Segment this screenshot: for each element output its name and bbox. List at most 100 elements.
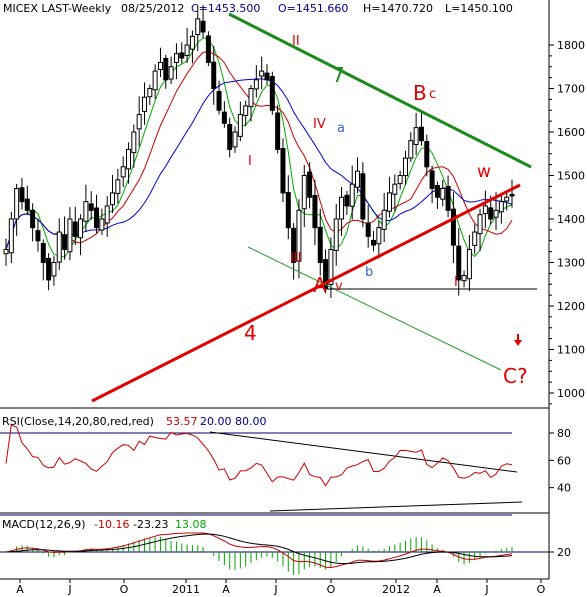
price-bar-body bbox=[104, 205, 110, 224]
price-bar-body bbox=[216, 91, 222, 111]
price-bar-body bbox=[8, 218, 14, 254]
price-bar-body bbox=[296, 209, 302, 262]
price-bar-body bbox=[200, 20, 206, 33]
price-axis-ticks: 1800 1700 1600 1500 1400 1300 1200 1100 1000 bbox=[549, 39, 585, 405]
price-bar-body bbox=[211, 61, 217, 90]
price-bar-body bbox=[136, 114, 142, 130]
price-bar-body bbox=[482, 205, 488, 215]
price-bar-body bbox=[179, 52, 185, 59]
price-bar-body bbox=[205, 35, 211, 63]
rsi-resistance-line bbox=[209, 431, 518, 473]
time-tick-label-J: J bbox=[273, 583, 277, 596]
wave-label-I-2011: I bbox=[248, 154, 252, 169]
price-bar-body bbox=[402, 157, 408, 177]
macd-line bbox=[5, 532, 513, 569]
price-bar-body bbox=[110, 192, 116, 206]
macd-axis-ticks: 20 bbox=[549, 546, 571, 559]
price-bar-body bbox=[392, 183, 398, 195]
price-tick-label-1800: 1800 bbox=[557, 39, 585, 52]
price-bar-body bbox=[83, 201, 89, 222]
price-bar-body bbox=[339, 196, 345, 220]
wave-label-A: A bbox=[313, 273, 327, 297]
price-bar-body bbox=[14, 188, 20, 220]
price-bar-body bbox=[78, 218, 84, 239]
price-bar-body bbox=[269, 75, 275, 111]
price-bar-body bbox=[397, 175, 403, 185]
price-bar-body bbox=[285, 192, 291, 229]
price-bar-body bbox=[440, 188, 446, 200]
time-tick-label-J: J bbox=[484, 583, 488, 596]
price-bar-body bbox=[450, 208, 456, 246]
price-bar-body bbox=[30, 209, 36, 229]
price-header-close: C=1453.500 bbox=[191, 2, 260, 15]
rsi-axis-ticks: 80 60 40 bbox=[549, 427, 571, 495]
price-bar-body bbox=[488, 207, 494, 220]
time-tick-label-2011: 2011 bbox=[172, 583, 200, 596]
price-bar-body bbox=[456, 245, 462, 281]
macd-header-hist: 13.08 bbox=[175, 518, 207, 531]
wave-label-C: C? bbox=[503, 364, 528, 388]
rsi-header-value: 53.57 bbox=[166, 415, 198, 428]
price-bar-body bbox=[46, 257, 52, 281]
rsi-header-label: RSI(Close,14,20,80,red,red) bbox=[2, 415, 154, 428]
price-bar-body bbox=[163, 57, 169, 81]
price-bar-body bbox=[307, 171, 313, 198]
price-bar-body bbox=[94, 207, 100, 229]
price-bar-body bbox=[498, 201, 504, 213]
price-tick-label-1300: 1300 bbox=[557, 257, 585, 270]
price-bar-body bbox=[461, 275, 467, 282]
wave-label-b: b bbox=[365, 265, 373, 280]
price-bar-body bbox=[248, 88, 254, 108]
time-tick-label-2012: 2012 bbox=[382, 583, 410, 596]
macd-signal-line bbox=[5, 533, 513, 564]
price-bar-body bbox=[328, 248, 334, 285]
trendline-4 bbox=[91, 183, 521, 403]
price-bar-body bbox=[355, 170, 361, 188]
wave-label-v: v bbox=[335, 279, 343, 294]
price-bar-body bbox=[51, 262, 57, 277]
macd-header-signal: -23.23 bbox=[133, 518, 168, 531]
price-bar-body bbox=[349, 183, 355, 207]
wave-label-III: III bbox=[290, 251, 302, 266]
price-header-low: L=1450.100 bbox=[445, 2, 513, 15]
price-bar-body bbox=[131, 131, 137, 154]
price-tick-label-1200: 1200 bbox=[557, 300, 585, 313]
price-bar-body bbox=[157, 61, 163, 70]
rsi-line bbox=[5, 424, 513, 487]
price-bar-body bbox=[344, 194, 350, 207]
price-bar-body bbox=[360, 173, 366, 220]
time-tick-label-O: O bbox=[120, 583, 129, 596]
price-bar-body bbox=[509, 193, 515, 197]
price-bar-body bbox=[152, 70, 158, 91]
wave-label-B: B bbox=[413, 81, 427, 105]
price-bar-body bbox=[168, 66, 174, 80]
price-bar-body bbox=[429, 170, 435, 190]
price-bar-body bbox=[466, 248, 472, 280]
wave-label-w: w bbox=[477, 162, 491, 182]
rsi-header-upper: 80.00 bbox=[235, 415, 267, 428]
price-bar-body bbox=[120, 166, 126, 178]
price-bar-body bbox=[227, 124, 233, 150]
wave-label-II: II bbox=[292, 34, 300, 49]
price-bar-body bbox=[24, 198, 30, 211]
price-bar-body bbox=[173, 53, 179, 63]
price-bar-body bbox=[504, 196, 510, 202]
macd-histogram bbox=[10, 536, 513, 575]
time-tick-label-J: J bbox=[67, 583, 71, 596]
price-bar-body bbox=[67, 218, 73, 253]
price-bar-body bbox=[371, 239, 377, 246]
rsi-tick-label-60: 60 bbox=[557, 454, 571, 467]
price-bar-body bbox=[237, 114, 243, 137]
price-bar-body bbox=[56, 231, 62, 263]
price-bar-body bbox=[195, 18, 201, 36]
price-bar-body bbox=[365, 222, 371, 237]
price-bar-body bbox=[35, 230, 41, 242]
price-bar-body bbox=[19, 187, 25, 203]
price-bar-body bbox=[99, 218, 105, 231]
moving-average-line bbox=[5, 50, 513, 250]
time-axis-ticks: A J O 2011 A J O 2012 A J O bbox=[16, 579, 546, 596]
price-tick-label-1400: 1400 bbox=[557, 213, 585, 226]
price-bar-body bbox=[40, 243, 46, 264]
price-bar-body bbox=[221, 111, 227, 124]
